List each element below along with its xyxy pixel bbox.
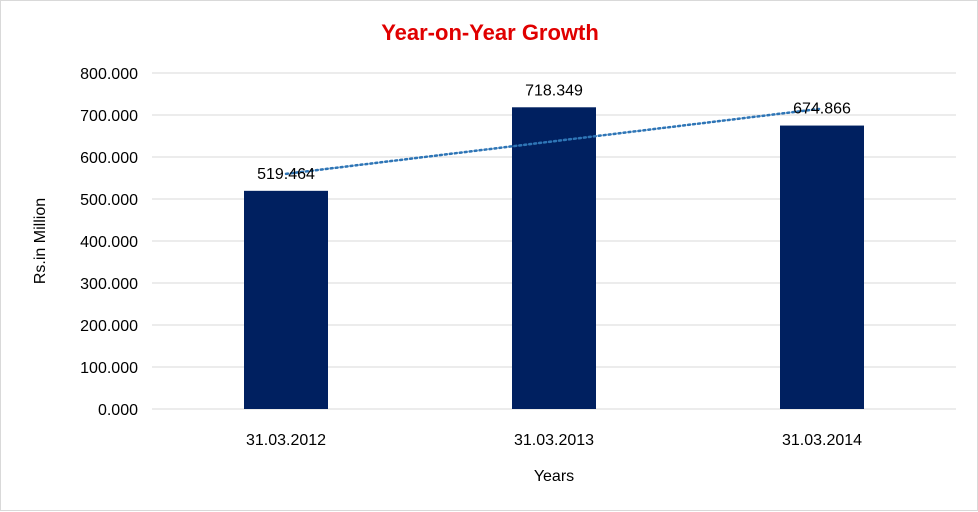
x-tick-label: 31.03.2012 — [246, 432, 326, 449]
x-axis-title: Years — [534, 468, 574, 485]
data-labels: 519.464 718.349 674.866 — [257, 82, 851, 183]
trendline-line — [284, 107, 824, 176]
bar — [512, 107, 596, 409]
bar — [780, 125, 864, 410]
bars — [244, 107, 864, 410]
x-axis-ticks: 31.03.2012 31.03.2013 31.03.2014 — [246, 432, 862, 449]
y-tick-label: 0.000 — [98, 402, 138, 419]
y-tick-label: 400.000 — [80, 234, 138, 251]
y-tick-label: 800.000 — [80, 66, 138, 83]
y-axis-ticks: 0.000 100.000 200.000 300.000 400.000 500.000… — [80, 66, 138, 419]
y-tick-label: 200.000 — [80, 318, 138, 335]
y-axis-title: Rs.in Million — [32, 198, 49, 284]
y-tick-label: 600.000 — [80, 150, 138, 167]
x-tick-label: 31.03.2013 — [514, 432, 594, 449]
bar — [244, 190, 328, 409]
chart-title: Year-on-Year Growth — [381, 20, 599, 45]
trendline — [284, 107, 824, 176]
y-tick-label: 700.000 — [80, 108, 138, 125]
x-tick-label: 31.03.2014 — [782, 432, 862, 449]
y-tick-label: 300.000 — [80, 276, 138, 293]
data-label: 674.866 — [793, 101, 851, 118]
data-label: 718.349 — [525, 82, 583, 99]
y-tick-label: 100.000 — [80, 360, 138, 377]
y-tick-label: 500.000 — [80, 192, 138, 209]
data-label: 519.464 — [257, 166, 315, 183]
